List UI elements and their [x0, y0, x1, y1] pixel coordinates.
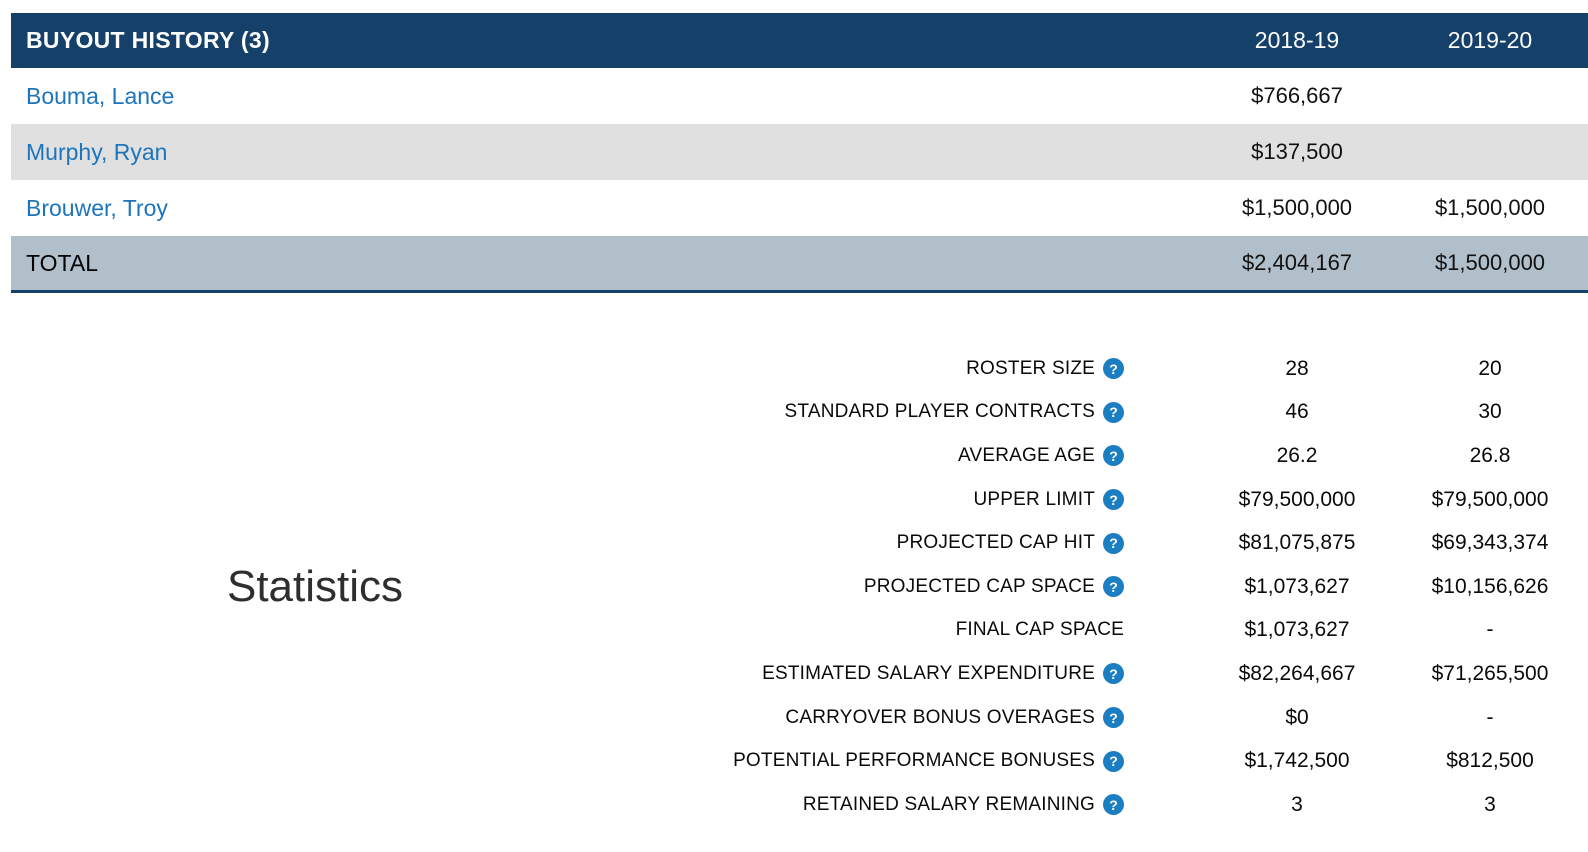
stat-value: 46 — [1285, 400, 1309, 424]
season-header-2018-19: 2018-19 — [1254, 27, 1340, 53]
buyout-header-row: BUYOUT HISTORY (3) 2018-19 2019-20 — [11, 13, 1588, 68]
stat-value: $1,073,627 — [1244, 618, 1350, 642]
help-icon[interactable]: ? — [1103, 794, 1124, 816]
total-label: TOTAL — [26, 249, 98, 276]
stat-value: $812,500 — [1446, 749, 1534, 773]
stat-value: 3 — [1291, 792, 1303, 816]
stat-row: POTENTIAL PERFORMANCE BONUSES? $1,742,50… — [630, 739, 1588, 783]
stat-row: CARRYOVER BONUS OVERAGES? $0 - — [630, 696, 1588, 740]
help-icon[interactable]: ? — [1103, 707, 1124, 729]
buyout-value: $766,667 — [1251, 83, 1343, 108]
stat-row: AVERAGE AGE? 26.2 26.8 — [630, 434, 1588, 478]
buyout-row: Bouma, Lance $766,667 — [11, 68, 1588, 124]
stat-value: $1,742,500 — [1244, 749, 1350, 773]
player-link[interactable]: Brouwer, Troy — [26, 194, 168, 221]
stat-value: - — [1486, 705, 1494, 729]
stat-label: RETAINED SALARY REMAINING — [802, 793, 1095, 815]
buyout-history-table: BUYOUT HISTORY (3) 2018-19 2019-20 Bouma… — [11, 13, 1588, 293]
stat-value: 26.2 — [1276, 443, 1318, 467]
stat-row: STANDARD PLAYER CONTRACTS? 46 30 — [630, 391, 1588, 435]
stat-value: 3 — [1484, 792, 1496, 816]
help-icon[interactable]: ? — [1103, 401, 1124, 423]
stat-label: STANDARD PLAYER CONTRACTS — [784, 401, 1095, 423]
stat-value: $71,265,500 — [1431, 661, 1549, 685]
statistics-table: ROSTER SIZE? 28 20 STANDARD PLAYER CONTR… — [630, 347, 1588, 827]
stat-row: ESTIMATED SALARY EXPENDITURE? $82,264,66… — [630, 652, 1588, 696]
stat-value: $0 — [1285, 705, 1309, 729]
stat-label: PROJECTED CAP SPACE — [863, 575, 1095, 597]
stat-label: POTENTIAL PERFORMANCE BONUSES — [733, 750, 1095, 772]
stat-label: ROSTER SIZE — [966, 357, 1095, 379]
stat-label: AVERAGE AGE — [957, 444, 1095, 466]
stat-row: PROJECTED CAP SPACE? $1,073,627 $10,156,… — [630, 565, 1588, 609]
stat-value: 30 — [1478, 400, 1502, 424]
stat-row: RETAINED SALARY REMAINING? 3 3 — [630, 783, 1588, 827]
stat-label: CARRYOVER BONUS OVERAGES — [785, 706, 1095, 728]
player-link[interactable]: Murphy, Ryan — [26, 138, 168, 165]
statistics-section: Statistics ROSTER SIZE? 28 20 STANDARD P… — [0, 347, 1588, 827]
help-icon[interactable]: ? — [1103, 445, 1124, 467]
buyout-value: $1,500,000 — [1434, 195, 1546, 220]
stat-label: UPPER LIMIT — [973, 488, 1095, 510]
player-link[interactable]: Bouma, Lance — [26, 82, 175, 109]
stat-label: PROJECTED CAP HIT — [896, 532, 1095, 554]
buyout-row: Murphy, Ryan $137,500 — [11, 124, 1588, 180]
stat-value: 26.8 — [1469, 443, 1511, 467]
season-header-2019-20: 2019-20 — [1447, 27, 1533, 53]
stat-value: $79,500,000 — [1238, 487, 1356, 511]
help-icon[interactable]: ? — [1103, 358, 1124, 380]
stat-value: 20 — [1478, 356, 1502, 380]
statistics-heading: Statistics — [226, 561, 404, 611]
stat-label: ESTIMATED SALARY EXPENDITURE — [762, 662, 1095, 684]
stat-row: FINAL CAP SPACE $1,073,627 - — [630, 609, 1588, 653]
buyout-value: $137,500 — [1251, 139, 1343, 164]
help-icon[interactable]: ? — [1103, 576, 1124, 598]
stat-row: UPPER LIMIT? $79,500,000 $79,500,000 — [630, 478, 1588, 522]
stat-value: $79,500,000 — [1431, 487, 1549, 511]
help-icon[interactable]: ? — [1103, 532, 1124, 554]
help-icon[interactable]: ? — [1103, 489, 1124, 511]
total-value: $1,500,000 — [1434, 250, 1546, 275]
stat-value: $69,343,374 — [1431, 531, 1549, 555]
stat-row: PROJECTED CAP HIT? $81,075,875 $69,343,3… — [630, 521, 1588, 565]
buyout-total-row: TOTAL $2,404,167 $1,500,000 — [11, 236, 1588, 293]
stat-value: - — [1486, 618, 1494, 642]
buyout-value: $1,500,000 — [1241, 195, 1353, 220]
help-icon[interactable]: ? — [1103, 750, 1124, 772]
stat-value: $10,156,626 — [1431, 574, 1549, 598]
stat-value: $81,075,875 — [1238, 531, 1356, 555]
stat-value: 28 — [1285, 356, 1309, 380]
stat-row: ROSTER SIZE? 28 20 — [630, 347, 1588, 391]
help-icon[interactable]: ? — [1103, 663, 1124, 685]
total-value: $2,404,167 — [1241, 250, 1353, 275]
stat-value: $1,073,627 — [1244, 574, 1350, 598]
buyout-row: Brouwer, Troy $1,500,000 $1,500,000 — [11, 180, 1588, 236]
buyout-title: BUYOUT HISTORY (3) — [26, 27, 270, 53]
stat-value: $82,264,667 — [1238, 661, 1356, 685]
stat-label: FINAL CAP SPACE — [955, 619, 1124, 641]
